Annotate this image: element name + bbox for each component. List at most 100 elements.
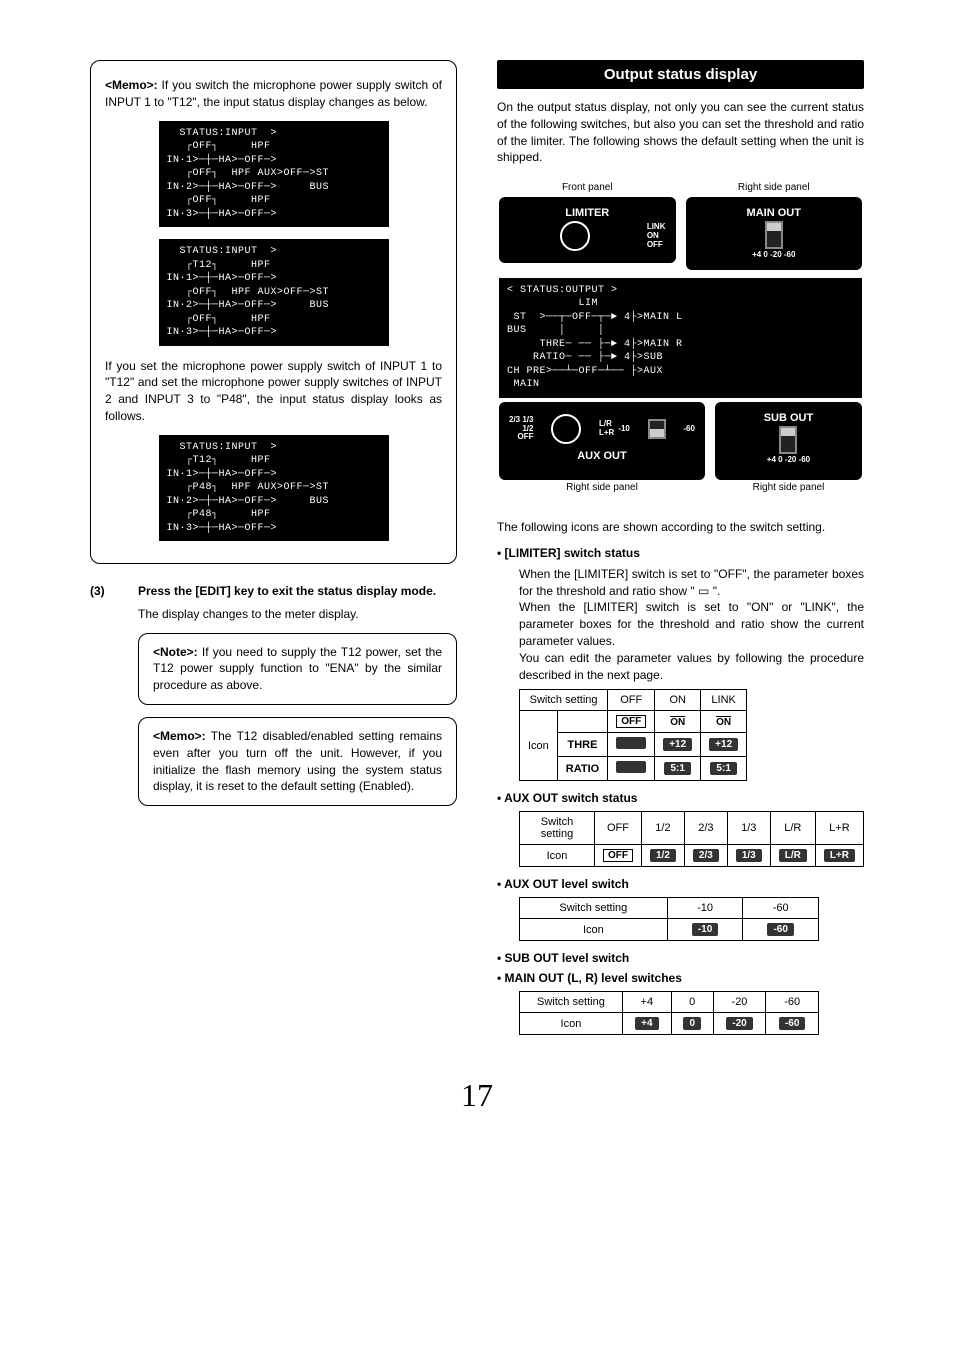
table-row: Switch setting OFF 1/2 2/3 1/3 L/R L+R: [520, 812, 864, 845]
table-row: Icon OFF 1/2 2/3 1/3 L/R L+R: [520, 845, 864, 867]
main-icon-3: -60: [779, 1017, 805, 1030]
memo1-mid: If you set the microphone power supply s…: [105, 358, 442, 425]
panel-sub-out: SUB OUT +4 0 -20 -60: [715, 402, 862, 480]
aux-knob-legend-left: 2/3 1/3 1/2 OFF: [509, 416, 533, 442]
td-icon-3: Icon: [520, 919, 668, 941]
main-col-2: -20: [713, 992, 766, 1013]
table-aux: Switch setting OFF 1/2 2/3 1/3 L/R L+R I…: [519, 811, 864, 867]
head-limiter: • [LIMITER] switch status: [497, 546, 864, 560]
icon-on-box: ON: [670, 717, 685, 728]
table-aux-level: Switch setting -10 -60 Icon -10 -60: [519, 897, 819, 941]
left-column: <Memo>: If you switch the microphone pow…: [90, 60, 457, 1045]
hw-main-out-label: MAIN OUT: [696, 207, 853, 219]
aux-lvl-icon-0: -10: [692, 923, 718, 936]
icon-blank-2: [616, 761, 646, 773]
step-3-num: (3): [90, 584, 118, 818]
main-out-scale: +4 0 -20 -60: [696, 251, 853, 260]
icon-thre-link: +12: [709, 738, 738, 751]
aux-col-3: 1/3: [727, 812, 770, 845]
step-3-text: The display changes to the meter display…: [138, 606, 457, 623]
aux-icon-1: 1/2: [650, 849, 676, 862]
aux-icon-3: 1/3: [736, 849, 762, 862]
main-col-0: +4: [622, 992, 671, 1013]
aux-col-0: OFF: [595, 812, 642, 845]
output-caption: The following icons are shown according …: [497, 519, 864, 536]
aux-icon-5: L+R: [824, 849, 855, 862]
main-icon-2: -20: [726, 1017, 752, 1030]
hw-sub-out-label: SUB OUT: [725, 412, 852, 424]
aux-icon-4: L/R: [779, 849, 807, 862]
td-ratio: RATIO: [557, 757, 607, 781]
main-icon-1: 0: [683, 1017, 701, 1030]
aux-level-switch-icon: [648, 419, 666, 439]
aux-lvl-col-0: -10: [667, 898, 743, 919]
lbl-right-side-1: Right side panel: [686, 182, 863, 193]
lcd-input-1: STATUS:INPUT > ┌OFF┐ HPF IN·1>─┼─HA>─OFF…: [159, 121, 389, 228]
th-on: ON: [655, 690, 701, 711]
step-3-title: Press the [EDIT] key to exit the status …: [138, 584, 457, 600]
aux-col-2: 2/3: [684, 812, 727, 845]
th-link: LINK: [701, 690, 747, 711]
step-3: (3) Press the [EDIT] key to exit the sta…: [90, 584, 457, 818]
hw-off: OFF: [647, 241, 666, 250]
panel-aux-out: 2/3 1/3 1/2 OFF L/R L+R -10 -60: [499, 402, 705, 480]
aux-icon-0: OFF: [603, 849, 633, 862]
section-header-output: Output status display: [497, 60, 864, 89]
th-switch-setting-3: Switch setting: [520, 898, 668, 919]
aux-col-4: L/R: [770, 812, 815, 845]
table-row: Switch setting +4 0 -20 -60: [520, 992, 819, 1013]
hw-m60: -60: [683, 425, 695, 434]
head-aux-level: • AUX OUT level switch: [497, 877, 864, 891]
lcd-input-2: STATUS:INPUT > ┌T12┐ HPF IN·1>─┼─HA>─OFF…: [159, 239, 389, 346]
main-out-switch-icon: [765, 221, 783, 249]
hw-lpr: L+R: [599, 429, 614, 438]
right-column: Output status display On the output stat…: [497, 60, 864, 1045]
icon-on-box-2: ON: [716, 717, 731, 728]
icon-ratio-link: 5:1: [710, 762, 736, 775]
aux-icon-2: 2/3: [693, 849, 719, 862]
head-aux: • AUX OUT switch status: [497, 791, 864, 805]
icon-off-box: OFF: [616, 715, 646, 728]
lbl-front-panel: Front panel: [499, 182, 676, 193]
th-switch-setting-2: Switch setting: [520, 812, 595, 845]
hw-limiter-label: LIMITER: [509, 207, 666, 219]
note-label: <Note>:: [153, 645, 198, 659]
table-row: Icon +4 0 -20 -60: [520, 1013, 819, 1035]
lbl-right-side-3: Right side panel: [715, 482, 862, 493]
th-off: OFF: [608, 690, 655, 711]
note-box: <Note>: If you need to supply the T12 po…: [138, 633, 457, 705]
hw-off-2: OFF: [509, 433, 533, 442]
memo-box-1: <Memo>: If you switch the microphone pow…: [90, 60, 457, 564]
output-diagram: Front panel LIMITER LINK ON OFF: [497, 176, 864, 509]
table-row: Switch setting -10 -60: [520, 898, 819, 919]
td-thre: THRE: [557, 733, 607, 757]
head-sub: • SUB OUT level switch: [497, 951, 864, 965]
head-main: • MAIN OUT (L, R) level switches: [497, 971, 864, 985]
th-switch-setting-4: Switch setting: [520, 992, 623, 1013]
limiter-p3: You can edit the parameter values by fol…: [519, 650, 864, 684]
sub-out-scale: +4 0 -20 -60: [725, 456, 852, 465]
memo-box-2: <Memo>: The T12 disabled/enabled setting…: [138, 717, 457, 806]
limiter-p1: When the [LIMITER] switch is set to "OFF…: [519, 566, 864, 600]
hw-m10: -10: [618, 425, 630, 434]
table-row: Icon -10 -60: [520, 919, 819, 941]
hw-23: 2/3: [509, 415, 520, 424]
lcd-input-3: STATUS:INPUT > ┌T12┐ HPF IN·1>─┼─HA>─OFF…: [159, 435, 389, 542]
aux-lvl-col-1: -60: [743, 898, 819, 919]
td-icon-4: Icon: [520, 1013, 623, 1035]
icon-thre-on: +12: [663, 738, 692, 751]
step-3-body: Press the [EDIT] key to exit the status …: [138, 584, 457, 818]
page-columns: <Memo>: If you switch the microphone pow…: [90, 60, 864, 1045]
table-row: Switch setting OFF ON LINK: [520, 690, 747, 711]
hw-aux-out-label: AUX OUT: [509, 450, 695, 462]
aux-col-5: L+R: [815, 812, 863, 845]
th-switch-setting: Switch setting: [520, 690, 608, 711]
memo1-label: <Memo>:: [105, 78, 158, 92]
icon-ratio-on: 5:1: [664, 762, 690, 775]
table-main: Switch setting +4 0 -20 -60 Icon +4 0 -2…: [519, 991, 819, 1035]
td-icon-2: Icon: [520, 845, 595, 867]
aux-knob-legend-right: L/R L+R: [599, 420, 614, 438]
limiter-knob-icon: [560, 221, 590, 251]
memo1-para: <Memo>: If you switch the microphone pow…: [105, 77, 442, 111]
output-intro: On the output status display, not only y…: [497, 99, 864, 166]
